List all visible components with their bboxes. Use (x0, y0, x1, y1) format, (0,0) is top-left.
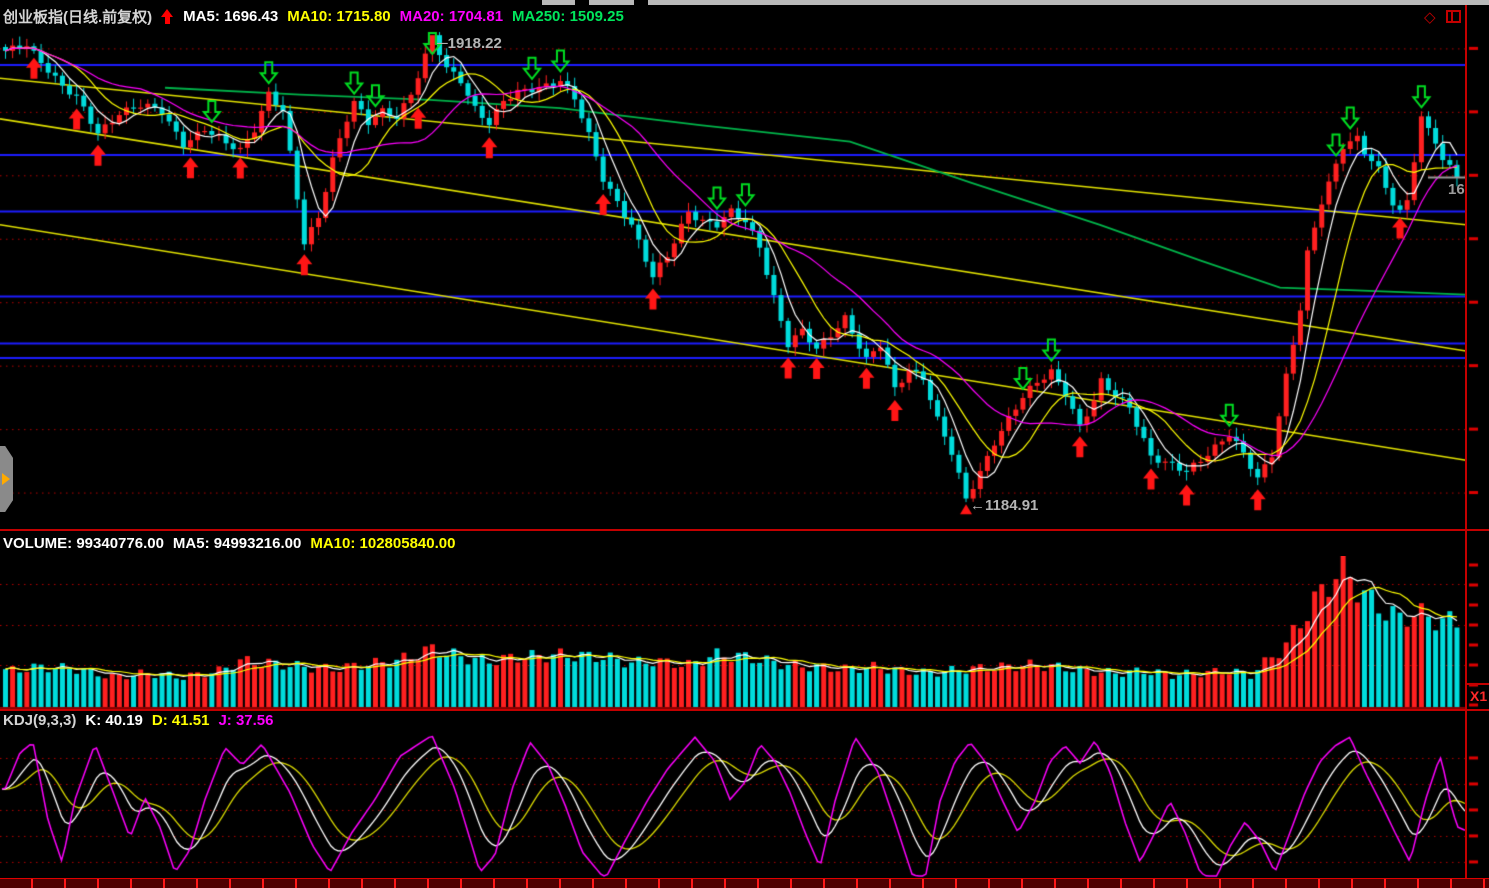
price-chart-canvas[interactable] (0, 30, 1489, 530)
volume-ma5-value: MA5: 94993216.00 (172, 535, 302, 552)
toolbar-edge-strip (542, 0, 1489, 5)
kdj-title: KDJ(9,3,3) (3, 712, 77, 729)
volume-value: VOLUME: 99340776.00 (3, 535, 164, 552)
kdj-chart-canvas[interactable] (0, 733, 1489, 878)
ma20-value: MA20: 1704.81 (399, 8, 504, 25)
toolbar-notch (575, 0, 589, 5)
volume-pane-header: VOLUME: 99340776.00 MA5: 94993216.00 MA1… (3, 535, 455, 552)
split-window-icon[interactable] (1446, 10, 1461, 23)
pane-splitter-price-volume[interactable] (0, 529, 1489, 531)
volume-chart-canvas[interactable] (0, 556, 1489, 709)
right-axis-border (1465, 5, 1467, 878)
kdj-k-value: K: 40.19 (85, 712, 143, 729)
kdj-j-value: J: 37.56 (218, 712, 274, 729)
date-axis-bar[interactable] (0, 878, 1489, 888)
ma250-value: MA250: 1509.25 (512, 8, 624, 25)
sidebar-expand-handle[interactable] (0, 446, 13, 512)
volume-ma10-value: MA10: 102805840.00 (310, 535, 456, 552)
zoom-scale-label[interactable]: X1 (1467, 683, 1489, 708)
toolbar-notch (634, 0, 648, 5)
trend-up-arrow-icon (161, 8, 174, 25)
kdj-pane-header: KDJ(9,3,3) K: 40.19 D: 41.51 J: 37.56 (3, 712, 274, 729)
ma10-value: MA10: 1715.80 (287, 8, 391, 25)
ma5-value: MA5: 1696.43 (183, 8, 279, 25)
high-price-annotation: ─1918.22 (437, 35, 502, 52)
kdj-d-value: D: 41.51 (151, 712, 210, 729)
pane-splitter-volume-kdj[interactable] (0, 709, 1489, 711)
expand-arrow-icon (2, 473, 10, 485)
diamond-icon[interactable]: ◇ (1424, 9, 1436, 26)
low-price-annotation: ←1184.91 (970, 497, 1039, 514)
instrument-title: 创业板指(日线.前复权) (3, 9, 153, 26)
current-price-label: 16 (1448, 181, 1465, 198)
price-pane-header: 创业板指(日线.前复权) MA5: 1696.43 MA10: 1715.80 … (3, 6, 624, 27)
